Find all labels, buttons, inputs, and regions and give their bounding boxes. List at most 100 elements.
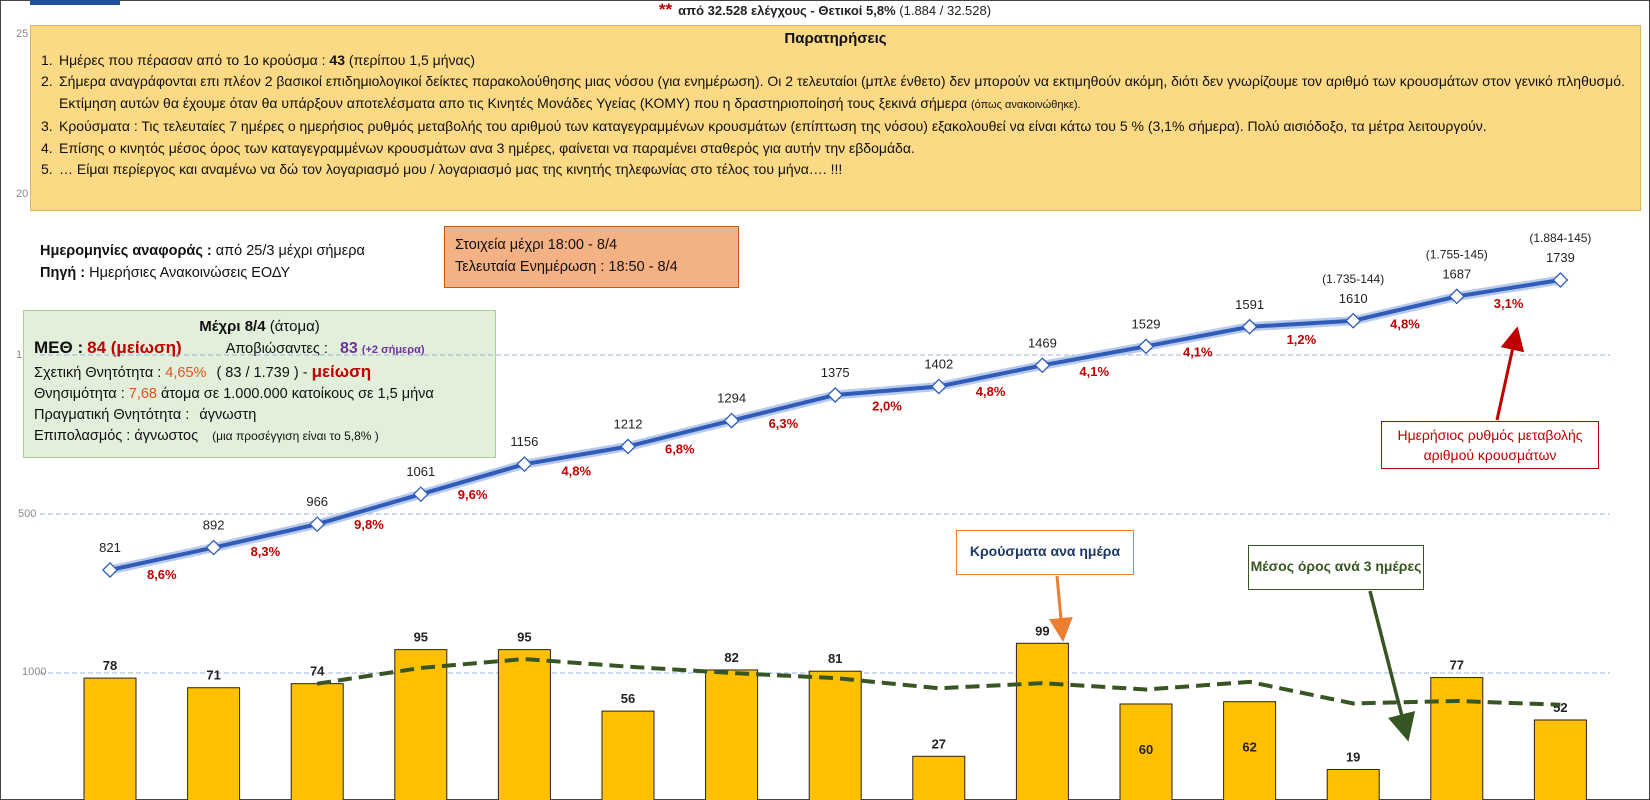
mortality-value: 7,68: [128, 386, 157, 402]
stats-title-unit: (άτομα): [269, 318, 320, 335]
bar-value-label: 95: [517, 630, 531, 645]
dates-value: από 25/3 μέχρι σήμερα: [215, 243, 365, 259]
dates-label: Ημερομηνίες αναφοράς :: [40, 243, 212, 259]
stats-box: Μέχρι 8/4 (άτομα) ΜΕΘ : 84 (μείωση) Αποβ…: [23, 310, 496, 458]
cumulative-marker: [1138, 338, 1154, 355]
daily-rate-label: 6,8%: [665, 442, 695, 457]
note-2: 2. Σήμερα αναγράφονται επι πλέον 2 βασικ…: [41, 71, 1630, 116]
deaths-value: 83: [339, 340, 358, 357]
prevalence-label: Επιπολασμός :: [34, 428, 131, 444]
bar: [1223, 701, 1277, 800]
y-tick-label: 1000: [22, 666, 47, 678]
callout-moving-average: Μέσος όρος ανά 3 ημέρες: [1248, 545, 1424, 590]
true-cfr-label: Πραγματική Θνητότητα :: [34, 407, 190, 423]
cumulative-marker: [1552, 272, 1569, 288]
bar-value-label: 60: [1139, 742, 1153, 757]
cumulative-value-label: 892: [203, 518, 225, 533]
cumulative-value-label: 1375: [821, 365, 850, 380]
cfr-label: Σχετική Θνητότητα :: [34, 365, 162, 381]
cumulative-marker: [1345, 312, 1362, 329]
daily-rate-label: 8,3%: [251, 544, 281, 559]
note-text: Ημέρες που πέρασαν από το 1ο κρούσμα :: [59, 51, 326, 68]
cumulative-value-label: 1294: [717, 391, 746, 406]
icu-label: ΜΕΘ :: [34, 338, 84, 357]
cumulative-extra-label: (1.735-144): [1322, 272, 1384, 286]
bar-value-label: 27: [932, 736, 946, 751]
bar: [290, 683, 344, 800]
arrow-daily-cases: [1048, 575, 1073, 642]
note-number: 4.: [41, 139, 53, 156]
arrow-moving-average: [1368, 590, 1416, 742]
moving-average-line: [316, 657, 1561, 707]
cumulative-line-glow: [105, 275, 1565, 575]
mortality-rest: άτομα σε 1.000.000 κατοίκους σε 1,5 μήνα: [161, 386, 434, 402]
bar-value-label: 78: [103, 658, 117, 673]
bar: [83, 677, 137, 800]
reference-info: Ημερομηνίες αναφοράς : από 25/3 μέχρι σή…: [40, 240, 365, 284]
cumulative-extra-label: (1.755-145): [1426, 247, 1488, 261]
bar: [187, 687, 241, 800]
top-note-stars: **: [658, 0, 673, 19]
bar: [394, 649, 448, 800]
daily-rate-label: 4,8%: [976, 384, 1006, 399]
cumulative-value-label: 1687: [1442, 266, 1471, 281]
cumulative-value-label: 1529: [1132, 316, 1161, 331]
note-text: Επίσης ο κινητός μέσος όρος των καταγεγρ…: [59, 139, 915, 156]
note-1: 1. Ημέρες που πέρασαν από το 1ο κρούσμα …: [41, 50, 1630, 72]
cumulative-value-label: 1591: [1235, 297, 1264, 312]
daily-rate-label: 4,8%: [561, 463, 591, 478]
daily-rate-label: 4,8%: [1390, 317, 1420, 332]
note-text: Κρούσματα : Τις τελευταίες 7 ημέρες ο ημ…: [59, 118, 1487, 134]
source-label: Πηγή :: [40, 265, 86, 281]
bar-value-label: 95: [414, 630, 428, 645]
bar-value-label: 77: [1450, 658, 1464, 673]
prevalence-value: άγνωστος: [134, 428, 199, 444]
cumulative-value-label: 1061: [406, 464, 435, 479]
bar-value-label: 81: [828, 651, 842, 666]
y-tick-label: 25: [16, 28, 29, 40]
cumulative-value-label: 1402: [924, 356, 953, 371]
update-line-2: Τελευταία Ενημέρωση : 18:50 - 8/4: [455, 259, 678, 275]
top-note: ** από 32.528 ελέγχους - Θετικοί 5,8% (1.…: [0, 0, 1650, 20]
cumulative-value-label: 1610: [1339, 291, 1368, 306]
cumulative-marker: [1241, 318, 1258, 335]
prevalence-note: (μια προσέγγιση είναι το 5,8% ): [212, 429, 379, 443]
cumulative-marker: [930, 378, 947, 395]
bar-value-label: 74: [310, 664, 325, 679]
note-number: 2.: [41, 73, 53, 89]
bar: [601, 710, 655, 800]
y-tick-label: 500: [18, 508, 37, 520]
cumulative-marker: [102, 562, 118, 578]
daily-rate-label: 6,3%: [769, 416, 799, 431]
bar-value-label: 19: [1346, 750, 1360, 765]
note-number: 5.: [41, 161, 53, 177]
bar: [912, 755, 966, 800]
cumulative-marker: [723, 412, 740, 429]
bar: [1015, 642, 1069, 800]
source-value: Ημερήσιες Ανακοινώσεις ΕΟΔΥ: [89, 265, 291, 281]
callout-rate-line-2: αριθμού κρουσμάτων: [1423, 447, 1557, 463]
bar-value-label: 52: [1553, 700, 1567, 715]
note-small: (όπως ανακοινώθηκε).: [970, 98, 1081, 111]
icu-value: 84 (μείωση): [87, 338, 182, 357]
cumulative-marker: [620, 438, 636, 455]
daily-rate-labels: 8,6% 8,3% 9,8% 9,6% 4,8% 6,8% 6,3% 2,0% 4,8% 4,1%…: [147, 296, 1524, 582]
update-line-1: Στοιχεία μέχρι 18:00 - 8/4: [455, 237, 618, 253]
bar: [1533, 719, 1587, 800]
cumulative-value-label: 821: [99, 540, 121, 555]
note-number: 3.: [41, 118, 53, 134]
cumulative-value-label: 1212: [614, 416, 643, 431]
cfr-calc: ( 83 / 1.739 ) -: [216, 365, 308, 381]
cfr-value: 4,65%: [165, 365, 207, 381]
notes-title: Παρατηρήσεις: [784, 30, 887, 47]
daily-rate-label: 9,8%: [354, 517, 384, 532]
bar-value-label: 99: [1035, 623, 1049, 638]
daily-rate-label: 1,2%: [1287, 332, 1317, 347]
bar: [705, 669, 759, 800]
cumulative-marker: [412, 486, 429, 503]
cumulative-marker: [516, 456, 533, 473]
cumulative-line: 821 892 966 1061 1156 1212 1294 1375 1402 1469 152…: [99, 231, 1591, 578]
daily-rate-label: 4,1%: [1183, 345, 1213, 360]
bar: [1326, 769, 1380, 800]
callout-daily-cases: Κρούσματα ανα ημέρα: [956, 530, 1134, 575]
